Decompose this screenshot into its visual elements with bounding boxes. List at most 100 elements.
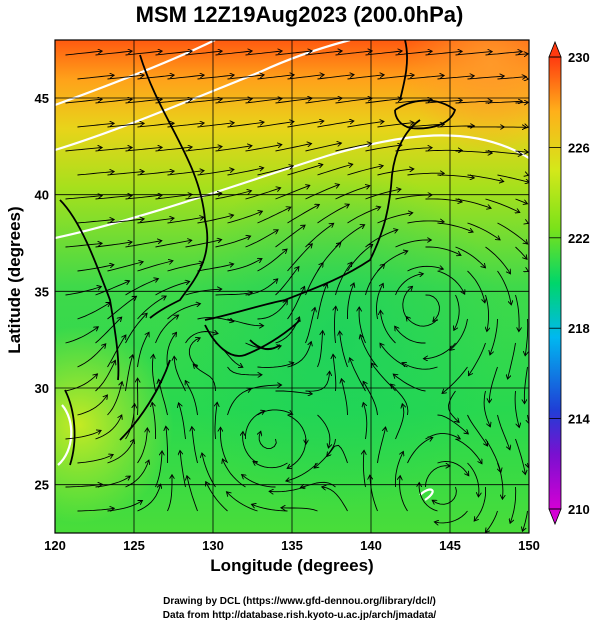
streamline — [167, 476, 173, 512]
y-axis-label: Latitude (degrees) — [5, 206, 24, 354]
y-tick-label: 40 — [35, 188, 49, 203]
temperature-field — [55, 40, 529, 533]
streamline — [65, 327, 98, 344]
x-tick-label: 135 — [281, 538, 303, 553]
streamline — [227, 492, 258, 512]
streamline — [317, 121, 354, 128]
streamline — [288, 438, 307, 468]
streamline — [425, 199, 462, 202]
streamline — [333, 355, 337, 392]
streamline — [155, 240, 191, 248]
x-tick-label: 150 — [518, 538, 540, 553]
streamline — [377, 169, 414, 176]
colorbar: 230 226 222 218 214 210 — [548, 40, 590, 526]
streamline — [223, 460, 246, 488]
streamline — [155, 51, 192, 56]
streamline — [179, 404, 186, 440]
streamline — [497, 462, 503, 498]
streamline — [206, 482, 228, 512]
streamline — [95, 99, 132, 104]
streamline — [437, 76, 474, 80]
streamline — [335, 144, 371, 152]
lat-lon-grid — [55, 40, 529, 533]
streamline — [125, 241, 162, 248]
streamline — [242, 475, 276, 488]
streamline — [287, 165, 323, 176]
streamline — [485, 198, 520, 212]
streamline — [227, 212, 262, 224]
streamline — [125, 314, 147, 344]
streamline — [525, 318, 527, 355]
streamline — [227, 366, 262, 375]
streamline — [424, 342, 456, 359]
streamline — [467, 76, 504, 80]
streamline — [77, 265, 114, 272]
streamline — [437, 174, 474, 178]
streamline — [257, 166, 293, 176]
streamline — [376, 284, 383, 320]
streamline — [395, 327, 426, 344]
streamline — [215, 403, 217, 440]
colorbar-tick-label: 222 — [568, 231, 590, 246]
streamline — [197, 75, 234, 80]
colorbar-tick-label: 210 — [568, 502, 590, 517]
streamline — [95, 477, 130, 488]
streamline — [394, 452, 403, 488]
streamlines — [65, 51, 529, 532]
streamline — [347, 207, 380, 224]
streamline — [317, 75, 354, 80]
y-tick-label: 30 — [35, 381, 49, 396]
streamline — [377, 75, 414, 80]
streamline — [257, 75, 294, 80]
streamline — [361, 336, 378, 368]
streamline — [467, 174, 503, 181]
streamline — [407, 438, 433, 464]
streamline — [301, 481, 336, 487]
streamline — [425, 433, 460, 439]
streamline — [125, 51, 162, 56]
streamline — [335, 51, 372, 56]
streamline — [419, 483, 438, 512]
streamline — [485, 101, 522, 103]
colorbar-tick-label: 218 — [568, 321, 590, 336]
streamline — [377, 213, 412, 224]
streamline — [180, 451, 186, 488]
streamline — [515, 151, 528, 152]
streamline — [215, 236, 250, 248]
credit-line-2: Data from http://database.rish.kyoto-u.a… — [162, 610, 437, 621]
streamline — [305, 308, 315, 344]
streamline — [220, 428, 228, 464]
streamline — [317, 165, 352, 176]
streamline — [192, 428, 198, 464]
streamline — [254, 462, 288, 469]
streamline — [77, 455, 113, 464]
streamline — [187, 477, 198, 512]
streamline — [107, 501, 142, 512]
streamline — [323, 487, 348, 512]
streamline — [365, 51, 402, 56]
streamline — [455, 198, 491, 208]
streamline — [137, 261, 173, 272]
streamline — [523, 510, 528, 530]
streamline — [450, 318, 468, 350]
streamline — [197, 170, 234, 176]
streamline — [489, 366, 498, 402]
streamline — [305, 51, 342, 56]
streamline — [259, 432, 277, 449]
streamline — [107, 336, 126, 368]
streamline — [455, 52, 492, 56]
streamline — [497, 222, 528, 244]
streamline — [155, 316, 178, 344]
streamline — [377, 123, 414, 128]
streamline — [469, 342, 486, 375]
streamline — [152, 403, 157, 440]
streamline — [510, 486, 517, 522]
streamline — [515, 102, 528, 103]
streamline — [282, 508, 318, 512]
streamline — [65, 484, 102, 487]
streamline — [317, 332, 323, 368]
streamline — [167, 263, 203, 272]
streamline — [167, 217, 204, 224]
streamline — [125, 356, 133, 392]
streamline — [77, 75, 114, 80]
